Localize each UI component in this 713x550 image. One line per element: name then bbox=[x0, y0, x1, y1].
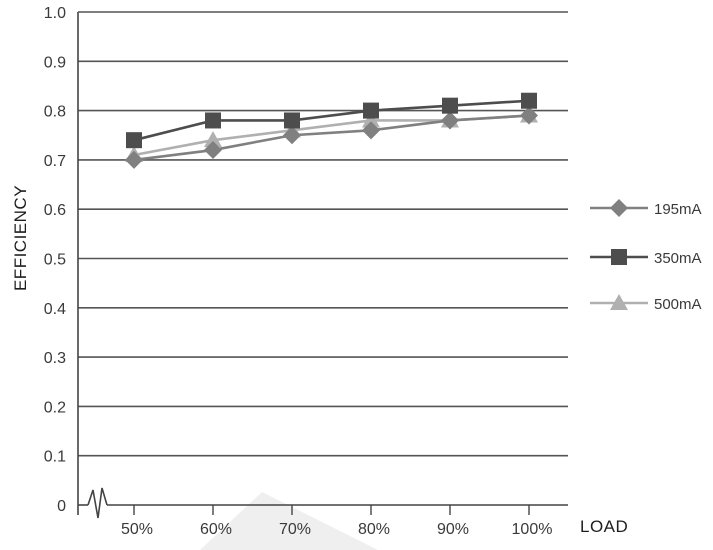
legend-item-195mA: 195mA bbox=[590, 199, 702, 218]
legend-label-500mA: 500mA bbox=[654, 296, 702, 313]
y-tick-0.7: 0.7 bbox=[44, 153, 66, 170]
point-500mA-80% bbox=[362, 111, 380, 128]
x-tick-60%: 60% bbox=[200, 521, 232, 538]
legend-label-350mA: 350mA bbox=[654, 250, 702, 267]
line-195mA bbox=[133, 114, 530, 162]
y-tick-0.4: 0.4 bbox=[44, 301, 66, 318]
x-tick-80%: 80% bbox=[358, 521, 390, 538]
x-tick-50%: 50% bbox=[121, 521, 153, 538]
point-350mA-50% bbox=[126, 132, 142, 149]
watermark-triangle bbox=[200, 492, 378, 550]
x-axis-label: LOAD bbox=[580, 517, 628, 536]
y-tick-0.6: 0.6 bbox=[44, 202, 66, 219]
point-350mA-90% bbox=[442, 97, 458, 114]
point-195mA-60% bbox=[204, 141, 222, 160]
legend-marker-350mA bbox=[611, 249, 627, 265]
point-195mA-90% bbox=[441, 111, 459, 130]
point-500mA-60% bbox=[204, 131, 222, 148]
y-tick-1.0: 1.0 bbox=[44, 5, 66, 22]
series-350mA bbox=[126, 92, 537, 149]
legend-item-350mA: 350mA bbox=[590, 249, 702, 267]
line-350mA bbox=[133, 99, 530, 142]
y-tick-0.1: 0.1 bbox=[44, 449, 66, 466]
x-tick-labels: 50% 60% 70% 80% 90% 100% bbox=[121, 521, 552, 538]
axes bbox=[77, 12, 568, 519]
axis-break bbox=[87, 487, 108, 519]
x-tick-90%: 90% bbox=[437, 521, 469, 538]
legend-marker-500mA bbox=[610, 294, 628, 310]
point-195mA-80% bbox=[362, 121, 380, 140]
x-tick-100%: 100% bbox=[512, 521, 553, 538]
legend-marker-195mA bbox=[610, 199, 628, 217]
point-195mA-70% bbox=[283, 126, 301, 145]
legend-item-500mA: 500mA bbox=[590, 294, 702, 313]
y-tick-labels: 0 0.1 0.2 0.3 0.4 0.5 0.6 0.7 0.8 0.9 1.0 bbox=[44, 5, 66, 515]
x-tick-70%: 70% bbox=[279, 521, 311, 538]
y-tick-0.8: 0.8 bbox=[44, 104, 66, 121]
y-axis-label: EFFICIENCY bbox=[11, 185, 30, 291]
series-lines bbox=[125, 92, 538, 169]
legend: 195mA 350mA 500mA bbox=[590, 199, 702, 313]
line-500mA bbox=[133, 114, 530, 157]
point-350mA-60% bbox=[205, 112, 221, 129]
y-tick-0.2: 0.2 bbox=[44, 399, 66, 416]
legend-label-195mA: 195mA bbox=[654, 201, 702, 218]
y-tick-0.9: 0.9 bbox=[44, 54, 66, 71]
series-195mA bbox=[125, 106, 538, 169]
point-195mA-100% bbox=[520, 106, 538, 125]
gridlines bbox=[78, 11, 568, 457]
y-tick-0: 0 bbox=[57, 498, 66, 515]
y-tick-0.3: 0.3 bbox=[44, 350, 66, 367]
point-350mA-80% bbox=[363, 102, 379, 119]
point-350mA-100% bbox=[521, 92, 537, 109]
point-195mA-50% bbox=[125, 150, 143, 169]
point-350mA-70% bbox=[284, 112, 300, 129]
y-tick-0.5: 0.5 bbox=[44, 252, 66, 269]
